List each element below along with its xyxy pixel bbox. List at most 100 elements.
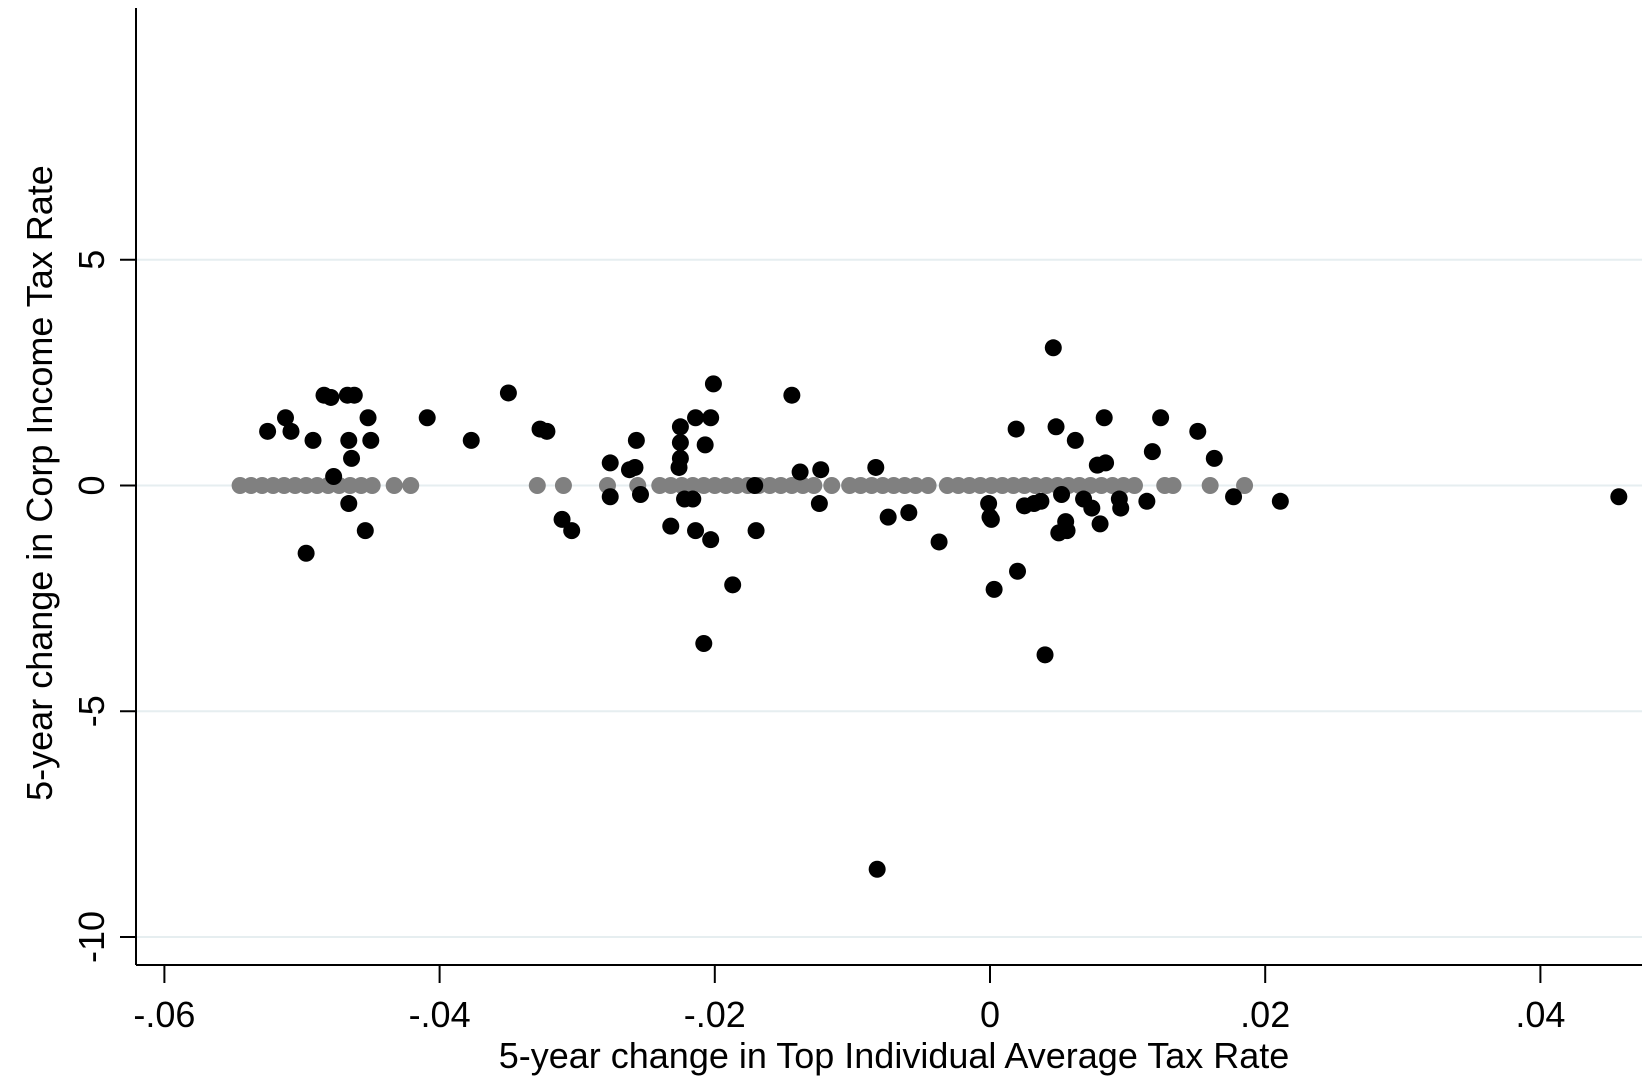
- point-s0-3: [297, 544, 315, 562]
- point-s0-85: [1225, 488, 1243, 506]
- point-s0-12: [340, 495, 358, 513]
- point-s0-63: [1032, 492, 1050, 510]
- point-s0-29: [662, 517, 680, 535]
- point-s0-73: [1083, 499, 1101, 517]
- point-s0-11: [343, 449, 361, 467]
- point-s0-81: [1143, 443, 1161, 461]
- x-axis-ticks: -.06 -.04 -.02 0 .02 .04: [133, 965, 1565, 1035]
- point-s0-47: [791, 463, 809, 481]
- point-s0-14: [362, 431, 380, 449]
- point-s0-52: [879, 508, 897, 526]
- point-s0-30: [671, 418, 689, 436]
- point-s0-46: [783, 386, 801, 404]
- point-s0-1: [276, 409, 294, 427]
- point-s0-49: [810, 495, 828, 513]
- point-s1-41: [907, 477, 925, 494]
- point-s0-39: [696, 436, 714, 454]
- point-s0-6: [322, 388, 340, 406]
- point-s1-16: [554, 477, 572, 494]
- point-s0-36: [687, 409, 705, 427]
- point-s0-28: [631, 486, 649, 504]
- point-s0-82: [1152, 409, 1170, 427]
- point-s0-48: [812, 461, 830, 479]
- x-tick-label-1: -.04: [409, 994, 471, 1035]
- point-s0-0: [259, 422, 277, 440]
- point-s0-42: [702, 531, 720, 549]
- point-s0-22: [563, 522, 581, 540]
- x-tick-label-4: .02: [1240, 994, 1290, 1035]
- point-s0-58: [985, 580, 1003, 598]
- point-s0-70: [1058, 522, 1076, 540]
- point-s0-84: [1205, 449, 1223, 467]
- y-axis-title: 5-year change in Corp Income Tax Rate: [19, 165, 60, 801]
- point-s0-51: [868, 860, 886, 878]
- point-s1-34: [823, 477, 841, 494]
- point-s0-21: [553, 510, 571, 528]
- x-tick-label-0: -.06: [133, 994, 195, 1035]
- point-s0-37: [687, 522, 705, 540]
- point-s0-65: [1044, 339, 1062, 357]
- point-s0-87: [1610, 488, 1628, 506]
- point-s0-57: [982, 510, 1000, 528]
- y-tick-label-0: 5: [71, 250, 112, 270]
- point-s0-16: [418, 409, 436, 427]
- point-s0-83: [1189, 422, 1207, 440]
- point-s0-2: [282, 422, 300, 440]
- point-s0-45: [747, 522, 765, 540]
- x-tick-label-5: .04: [1515, 994, 1565, 1035]
- y-tick-label-1: 0: [71, 475, 112, 495]
- point-s0-55: [980, 495, 998, 513]
- point-s0-59: [1007, 420, 1025, 438]
- point-s0-4: [304, 431, 322, 449]
- point-s0-18: [499, 384, 517, 402]
- point-s0-20: [538, 422, 556, 440]
- point-s0-68: [1053, 486, 1071, 504]
- data-points: [231, 339, 1628, 878]
- point-s0-26: [627, 431, 645, 449]
- point-s0-10: [340, 431, 358, 449]
- point-s1-60: [1125, 477, 1143, 494]
- point-s1-63: [1201, 477, 1219, 494]
- point-s1-12: [363, 477, 381, 494]
- point-s0-44: [746, 477, 764, 494]
- point-s1-14: [402, 477, 420, 494]
- point-s0-17: [462, 431, 480, 449]
- point-s0-38: [695, 635, 713, 653]
- point-s0-40: [702, 409, 720, 427]
- point-s0-53: [900, 504, 918, 522]
- y-axis-ticks: 5 0 -5 -10: [71, 250, 136, 963]
- point-s0-60: [1009, 562, 1027, 580]
- point-s0-75: [1091, 515, 1109, 533]
- point-s0-31: [671, 434, 689, 452]
- y-tick-label-2: -5: [71, 695, 112, 727]
- point-s0-79: [1112, 499, 1130, 517]
- point-s0-33: [670, 458, 688, 476]
- x-tick-label-3: 0: [980, 994, 1000, 1035]
- point-s0-50: [867, 458, 885, 476]
- point-s0-66: [1047, 418, 1065, 436]
- y-tick-label-3: -10: [71, 911, 112, 963]
- point-s0-24: [601, 488, 619, 506]
- point-s0-43: [724, 576, 742, 594]
- point-s0-77: [1097, 454, 1115, 472]
- point-s0-64: [1036, 646, 1054, 664]
- point-s1-62: [1164, 477, 1182, 494]
- point-s0-7: [325, 467, 343, 485]
- point-s0-15: [356, 522, 374, 540]
- point-s1-42: [919, 477, 937, 494]
- point-s0-86: [1271, 492, 1289, 510]
- point-s0-23: [601, 454, 619, 472]
- point-s0-41: [704, 375, 722, 393]
- x-tick-label-2: -.02: [684, 994, 746, 1035]
- point-s0-35: [684, 490, 702, 508]
- point-s0-54: [930, 533, 948, 551]
- point-s1-15: [528, 477, 546, 494]
- point-s0-76: [1095, 409, 1113, 427]
- point-s0-9: [345, 386, 363, 404]
- point-s0-80: [1138, 492, 1156, 510]
- point-s1-64: [1236, 477, 1254, 494]
- point-s0-71: [1066, 431, 1084, 449]
- point-s0-13: [359, 409, 377, 427]
